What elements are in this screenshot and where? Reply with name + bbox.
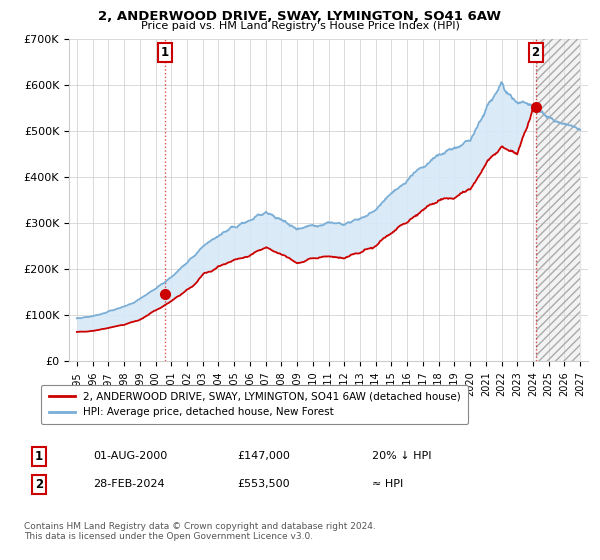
Text: Price paid vs. HM Land Registry's House Price Index (HPI): Price paid vs. HM Land Registry's House … [140, 21, 460, 31]
Text: 2, ANDERWOOD DRIVE, SWAY, LYMINGTON, SO41 6AW: 2, ANDERWOOD DRIVE, SWAY, LYMINGTON, SO4… [98, 10, 502, 23]
Text: £147,000: £147,000 [237, 451, 290, 461]
Text: 28-FEB-2024: 28-FEB-2024 [93, 479, 164, 489]
Text: 1: 1 [35, 450, 43, 463]
Text: 1: 1 [161, 46, 169, 59]
Text: ≈ HPI: ≈ HPI [372, 479, 403, 489]
Text: £553,500: £553,500 [237, 479, 290, 489]
Text: 2: 2 [532, 46, 539, 59]
Text: 20% ↓ HPI: 20% ↓ HPI [372, 451, 431, 461]
Legend: 2, ANDERWOOD DRIVE, SWAY, LYMINGTON, SO41 6AW (detached house), HPI: Average pri: 2, ANDERWOOD DRIVE, SWAY, LYMINGTON, SO4… [41, 385, 468, 424]
Text: Contains HM Land Registry data © Crown copyright and database right 2024.
This d: Contains HM Land Registry data © Crown c… [24, 522, 376, 542]
Text: 2: 2 [35, 478, 43, 491]
Text: 01-AUG-2000: 01-AUG-2000 [93, 451, 167, 461]
